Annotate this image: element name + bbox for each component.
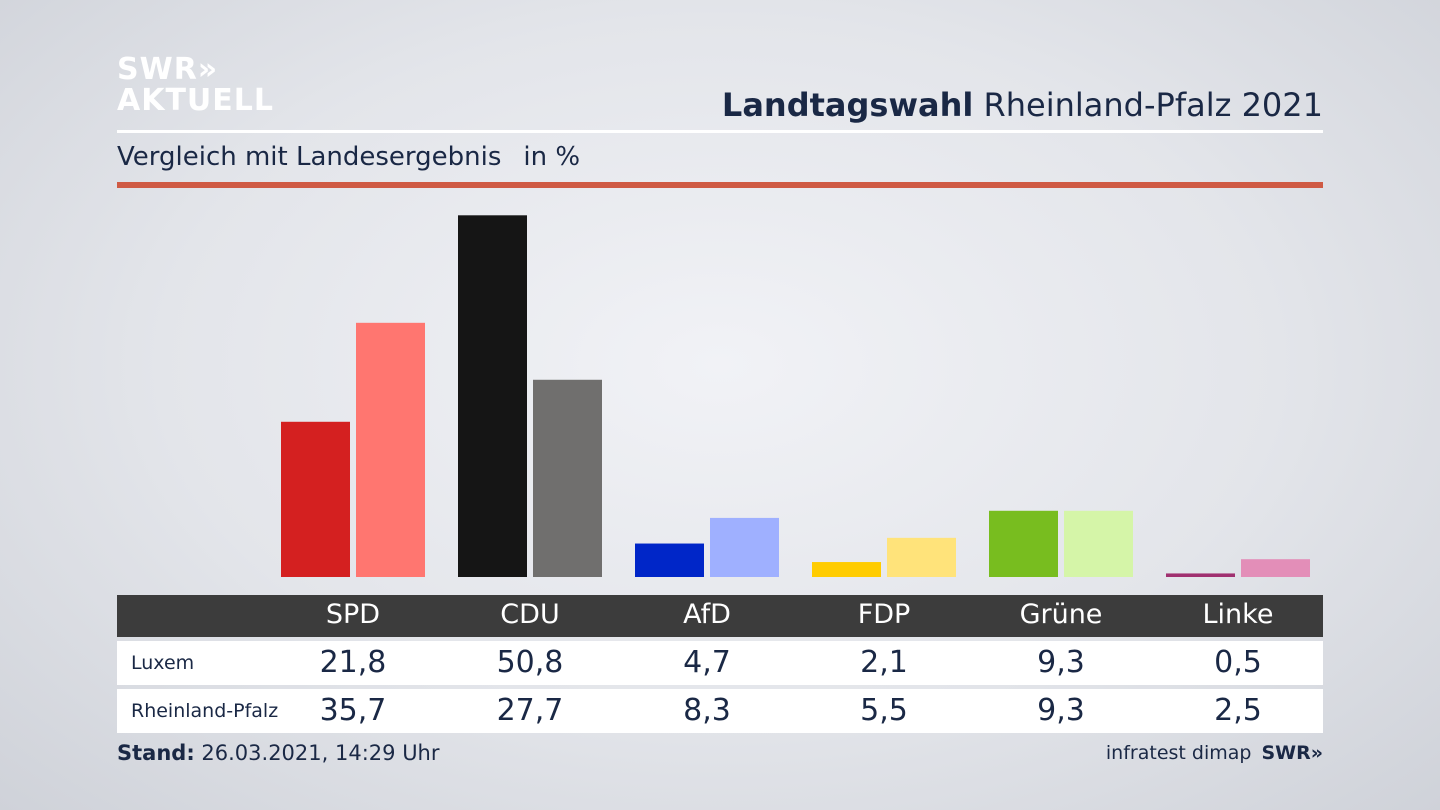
value-gruene-rheinland-pfalz: 9,3 bbox=[1037, 693, 1085, 728]
bar-spd-rheinland-pfalz bbox=[356, 322, 425, 577]
bar-linke-rheinland-pfalz bbox=[1241, 559, 1310, 577]
column-header-gruene: Grüne bbox=[1019, 599, 1103, 630]
results-table: SPD CDU AfD FDP Grüne Linke Luxem 21,8 50,8 4,7… bbox=[117, 595, 1323, 733]
bar-linke-luxem bbox=[1166, 573, 1235, 577]
value-spd-rheinland-pfalz: 35,7 bbox=[319, 693, 387, 728]
chart-subtitle: Vergleich mit Landesergebnis in % bbox=[117, 142, 580, 172]
timestamp: Stand: 26.03.2021, 14:29 Uhr bbox=[117, 741, 440, 765]
row-label-luxem: Luxem bbox=[131, 652, 195, 674]
bar-cdu-rheinland-pfalz bbox=[533, 379, 602, 577]
title-rest: Rheinland-Pfalz 2021 bbox=[983, 86, 1323, 124]
bar-fdp-luxem bbox=[812, 562, 881, 577]
row-label-rheinland-pfalz: Rheinland-Pfalz bbox=[131, 700, 279, 722]
subtitle-text: Vergleich mit Landesergebnis bbox=[117, 142, 502, 172]
value-cdu-rheinland-pfalz: 27,7 bbox=[496, 693, 564, 728]
bar-afd-rheinland-pfalz bbox=[710, 517, 779, 577]
swr-aktuell-logo: SWR» AKTUELL bbox=[117, 54, 274, 116]
bar-gruene-rheinland-pfalz bbox=[1064, 510, 1133, 577]
value-fdp-luxem: 2,1 bbox=[860, 645, 908, 680]
table-row-luxem: Luxem 21,8 50,8 4,7 2,1 9,3 0,5 bbox=[117, 641, 1323, 685]
unit-label: in % bbox=[523, 142, 581, 172]
column-header-linke: Linke bbox=[1202, 599, 1274, 630]
value-fdp-rheinland-pfalz: 5,5 bbox=[860, 693, 908, 728]
value-afd-luxem: 4,7 bbox=[683, 645, 731, 680]
column-header-cdu: CDU bbox=[500, 599, 560, 630]
stand-label: Stand: bbox=[117, 741, 195, 765]
table-row-rheinland-pfalz: Rheinland-Pfalz 35,7 27,7 8,3 5,5 9,3 2,5 bbox=[117, 689, 1323, 733]
value-linke-luxem: 0,5 bbox=[1214, 645, 1262, 680]
column-header-spd: SPD bbox=[325, 599, 381, 630]
logo-line-1: SWR» bbox=[117, 52, 219, 87]
column-header-fdp: FDP bbox=[857, 599, 911, 630]
table-header-row: SPD CDU AfD FDP Grüne Linke bbox=[117, 595, 1323, 637]
title-divider bbox=[117, 130, 1323, 133]
stand-value: 26.03.2021, 14:29 Uhr bbox=[201, 741, 440, 765]
value-linke-rheinland-pfalz: 2,5 bbox=[1214, 693, 1262, 728]
value-afd-rheinland-pfalz: 8,3 bbox=[683, 693, 731, 728]
bar-cdu-luxem bbox=[458, 215, 527, 577]
bar-spd-luxem bbox=[281, 421, 350, 577]
accent-divider bbox=[117, 182, 1323, 188]
value-gruene-luxem: 9,3 bbox=[1037, 645, 1085, 680]
source-credit: infratest dimap SWR» bbox=[1106, 742, 1323, 764]
title-bold: Landtagswahl bbox=[721, 86, 974, 124]
source-name: infratest dimap bbox=[1105, 742, 1252, 764]
page-title: Landtagswahl Rheinland-Pfalz 2021 bbox=[722, 86, 1323, 124]
value-cdu-luxem: 50,8 bbox=[496, 645, 564, 680]
value-spd-luxem: 21,8 bbox=[319, 645, 387, 680]
bar-gruene-luxem bbox=[989, 510, 1058, 577]
logo-line-2: AKTUELL bbox=[117, 83, 275, 118]
footer-swr-logo: SWR» bbox=[1261, 742, 1323, 764]
bar-fdp-rheinland-pfalz bbox=[887, 537, 956, 577]
bar-afd-luxem bbox=[635, 543, 704, 577]
column-header-afd: AfD bbox=[683, 599, 731, 630]
bar-chart bbox=[281, 215, 1310, 577]
